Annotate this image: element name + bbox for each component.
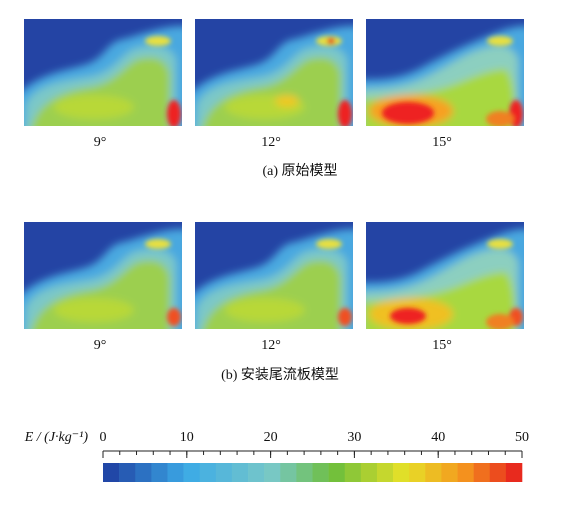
- colorbar-bin: [312, 463, 329, 482]
- colorbar-bin: [151, 463, 168, 482]
- contour-image: [24, 222, 182, 329]
- tick-label: 50: [515, 430, 529, 445]
- tick-label: 30: [347, 430, 361, 445]
- colorbar-bin: [489, 463, 507, 482]
- angle-label: 12°: [261, 135, 281, 150]
- spot: [145, 239, 171, 249]
- colorbar-bin: [457, 463, 474, 482]
- colorbar-bin: [167, 463, 184, 482]
- tick-label: 0: [100, 430, 107, 445]
- spot: [54, 95, 134, 119]
- field: [24, 26, 182, 126]
- colorbar-bin: [441, 463, 458, 482]
- tick-label: 40: [431, 430, 445, 445]
- spot: [486, 314, 514, 329]
- angle-label: 15°: [432, 135, 452, 150]
- contour-image: [24, 19, 182, 126]
- contour-image: [195, 19, 353, 126]
- spot: [167, 308, 181, 326]
- colorbar-bin: [231, 463, 249, 482]
- colorbar-bin: [103, 463, 120, 482]
- colorbar-bin: [425, 463, 442, 482]
- hot-spots: [316, 36, 352, 126]
- spot: [487, 36, 513, 46]
- spot: [316, 239, 342, 249]
- colorbar-bin: [296, 463, 313, 482]
- contour-image: [366, 222, 524, 329]
- colorbar-bin: [360, 463, 378, 482]
- colorbar-bin: [280, 463, 297, 482]
- spot: [486, 111, 514, 126]
- spot: [167, 100, 181, 126]
- colorbar-bin: [119, 463, 136, 482]
- colorbar-bin: [344, 463, 362, 482]
- contour-image: [366, 19, 524, 126]
- contour-image: [195, 222, 353, 329]
- colorbar-bin: [135, 463, 152, 482]
- colorbar-bin: [248, 463, 265, 482]
- field: [24, 229, 182, 329]
- colorbar-bin: [409, 463, 426, 482]
- field: [195, 26, 353, 126]
- spot: [338, 100, 352, 126]
- colorbar-bin: [376, 463, 394, 482]
- spot: [338, 308, 352, 326]
- spot: [487, 239, 513, 249]
- angle-label: 15°: [432, 338, 452, 353]
- colorbar-bin: [393, 463, 410, 482]
- colorbar-bin: [473, 463, 491, 482]
- colorbar-label: E / (J·kg⁻¹): [24, 430, 89, 445]
- angle-label: 12°: [261, 338, 281, 353]
- spot: [225, 298, 305, 322]
- tick-label: 10: [180, 430, 194, 445]
- hot-spots: [316, 239, 352, 326]
- panel-caption: (b) 安装尾流板模型: [221, 367, 339, 383]
- hot-spots: [390, 239, 523, 329]
- colorbar-bin: [264, 463, 281, 482]
- spot: [145, 36, 171, 46]
- tick-label: 20: [264, 430, 278, 445]
- spot: [390, 308, 426, 324]
- spot: [275, 95, 299, 107]
- colorbar-bin: [328, 463, 346, 482]
- colorbar-bin: [505, 463, 523, 482]
- panel-caption: (a) 原始模型: [262, 163, 337, 179]
- colorbar-bin: [199, 463, 217, 482]
- spot: [54, 298, 134, 322]
- spot: [327, 38, 335, 44]
- angle-label: 9°: [94, 338, 107, 353]
- colorbar-bin: [215, 463, 233, 482]
- hot-spots: [382, 36, 523, 126]
- angle-label: 9°: [94, 135, 107, 150]
- hot-spots: [145, 36, 181, 126]
- spot: [382, 102, 434, 124]
- field: [195, 229, 353, 329]
- hot-spots: [145, 239, 181, 326]
- colorbar-bin: [183, 463, 200, 482]
